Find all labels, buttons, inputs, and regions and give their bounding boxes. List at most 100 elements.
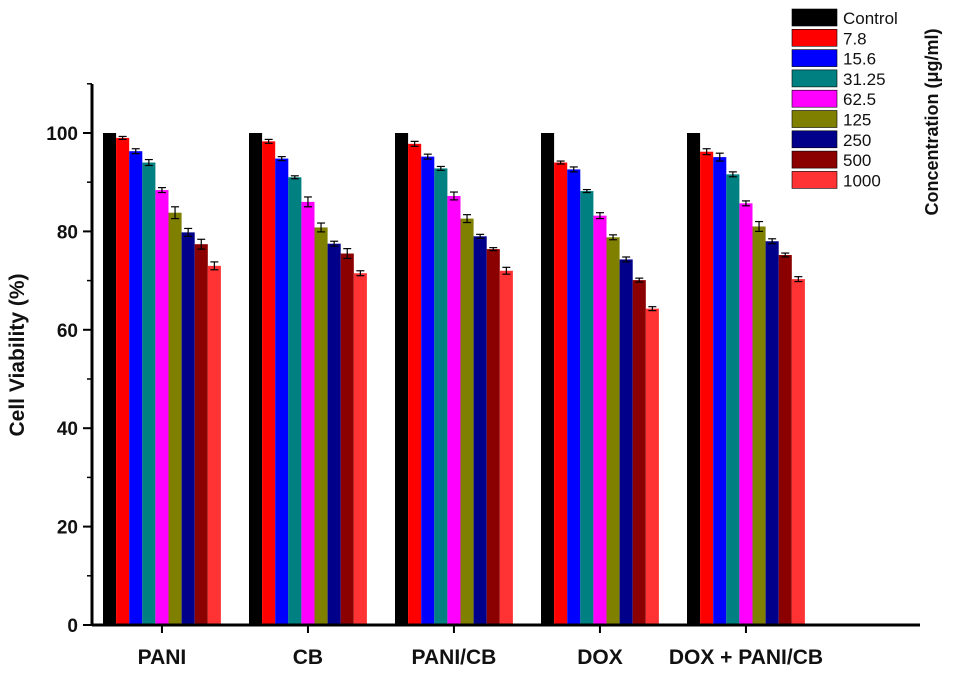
bar-pani-500 bbox=[194, 244, 208, 625]
bar-cb-250 bbox=[327, 243, 341, 625]
category-label: DOX + PANI/CB bbox=[669, 646, 823, 669]
bar-cb-7-8 bbox=[262, 141, 276, 626]
bar-pani-62-5 bbox=[155, 190, 169, 625]
error-bar-pani-cb-15-6 bbox=[423, 153, 432, 160]
category-label: CB bbox=[293, 646, 323, 669]
category-labels-layer: PANI CB PANI/CB DOX DOX + PANI/CB bbox=[138, 625, 823, 669]
bar-pani-cb-125 bbox=[460, 218, 474, 626]
legend-label: 7.8 bbox=[843, 29, 867, 48]
bar-pani-15-6 bbox=[129, 151, 143, 625]
y-tick-label: 60 bbox=[57, 321, 78, 342]
bar-dox-1000 bbox=[645, 308, 659, 625]
legend-label: 500 bbox=[843, 151, 871, 170]
error-bar-dox-pani-cb-15-6 bbox=[715, 152, 724, 162]
legend-swatch bbox=[791, 150, 838, 169]
error-bars-layer bbox=[118, 135, 803, 312]
legend-label: 1000 bbox=[843, 171, 881, 190]
bar-pani-31-25 bbox=[142, 162, 156, 625]
y-tick-label: 40 bbox=[57, 419, 78, 440]
bar-pani-250 bbox=[181, 232, 195, 625]
bar-cb-15-6 bbox=[275, 158, 289, 625]
bar-pani-cb-500 bbox=[486, 249, 500, 626]
error-bar-dox-62-5 bbox=[595, 212, 604, 220]
error-bar-dox-pani-cb-1000 bbox=[794, 276, 803, 283]
error-bar-dox-7-8 bbox=[556, 160, 565, 165]
legend-item-7-8: 7.8 bbox=[791, 28, 867, 48]
y-tick-label: 100 bbox=[46, 124, 78, 145]
y-tick-label: 80 bbox=[57, 222, 78, 243]
error-bar-pani-1000 bbox=[210, 261, 219, 271]
error-bar-dox-250 bbox=[622, 256, 631, 263]
category-label: DOX bbox=[577, 646, 623, 669]
bar-pani-cb-62-5 bbox=[447, 195, 461, 626]
error-bar-pani-7-8 bbox=[118, 135, 127, 140]
y-tick-label: 20 bbox=[57, 518, 78, 539]
legend-swatch bbox=[791, 8, 838, 27]
bar-pani-cb-control bbox=[395, 133, 409, 625]
bar-pani-125 bbox=[168, 212, 182, 625]
axes-layer bbox=[90, 84, 920, 627]
category-label: PANI bbox=[138, 646, 187, 669]
error-bar-pani-cb-62-5 bbox=[449, 191, 458, 201]
legend-swatch bbox=[791, 130, 838, 149]
error-bar-cb-1000 bbox=[356, 270, 365, 277]
legend-label: 31.25 bbox=[843, 70, 886, 89]
bar-dox-62-5 bbox=[593, 215, 607, 625]
bar-dox-pani-cb-7-8 bbox=[700, 151, 714, 625]
legend-swatch bbox=[791, 28, 838, 47]
bar-dox-pani-cb-62-5 bbox=[739, 203, 753, 626]
bar-dox-pani-cb-125 bbox=[752, 226, 766, 626]
error-bar-cb-250 bbox=[330, 240, 339, 247]
bar-pani-cb-1000 bbox=[499, 270, 513, 625]
error-bar-pani-cb-1000 bbox=[502, 266, 511, 275]
legend-swatch bbox=[791, 49, 838, 67]
error-bar-pani-cb-31-25 bbox=[436, 165, 445, 171]
error-bar-dox-500 bbox=[635, 277, 644, 283]
legend-item-62-5: 62.5 bbox=[791, 89, 876, 109]
error-bar-dox-pani-cb-31-25 bbox=[728, 171, 737, 178]
legend-label: 62.5 bbox=[843, 90, 876, 109]
error-bar-pani-250 bbox=[184, 227, 193, 237]
bar-cb-control bbox=[249, 133, 263, 625]
error-bar-dox-pani-cb-500 bbox=[781, 252, 790, 258]
legend-label: 125 bbox=[843, 111, 871, 130]
error-bar-cb-7-8 bbox=[264, 138, 273, 144]
bar-cb-125 bbox=[314, 227, 328, 625]
bar-dox-pani-cb-250 bbox=[765, 241, 779, 626]
error-bar-cb-500 bbox=[343, 248, 352, 260]
bar-dox-pani-cb-control bbox=[687, 133, 701, 625]
bar-dox-pani-cb-1000 bbox=[791, 279, 805, 625]
bar-pani-cb-250 bbox=[473, 236, 487, 625]
bar-dox-125 bbox=[606, 237, 620, 626]
error-bar-pani-500 bbox=[197, 238, 206, 250]
legend-label: Control bbox=[843, 9, 898, 28]
error-bar-cb-62-5 bbox=[303, 196, 312, 208]
error-bar-pani-cb-250 bbox=[476, 233, 485, 239]
bar-pani-cb-7-8 bbox=[408, 143, 422, 625]
error-bar-cb-125 bbox=[317, 222, 326, 233]
error-bar-dox-1000 bbox=[648, 306, 657, 312]
bar-cb-500 bbox=[340, 253, 354, 626]
bar-dox-31-25 bbox=[580, 191, 594, 625]
error-bar-dox-pani-cb-62-5 bbox=[741, 200, 750, 207]
legend-item-1000: 1000 bbox=[791, 171, 881, 190]
error-bar-dox-pani-cb-7-8 bbox=[702, 148, 711, 156]
legend-swatch bbox=[791, 69, 838, 88]
error-bar-dox-pani-cb-250 bbox=[768, 238, 777, 245]
y-ticks-layer: 0 20 40 60 80 100 bbox=[46, 83, 92, 637]
bar-pani-7-8 bbox=[116, 137, 130, 626]
error-bar-pani-125 bbox=[171, 206, 180, 220]
bar-pani-cb-15-6 bbox=[421, 156, 435, 625]
bar-cb-31-25 bbox=[288, 177, 302, 625]
bar-dox-pani-cb-500 bbox=[778, 255, 792, 625]
error-bar-pani-62-5 bbox=[157, 187, 166, 194]
bar-dox-pani-cb-31-25 bbox=[726, 174, 740, 625]
error-bar-pani-cb-7-8 bbox=[410, 140, 419, 147]
bars-layer bbox=[103, 133, 805, 626]
legend-item-31-25: 31.25 bbox=[791, 69, 886, 89]
error-bar-cb-15-6 bbox=[277, 156, 286, 162]
error-bar-dox-15-6 bbox=[569, 166, 578, 173]
